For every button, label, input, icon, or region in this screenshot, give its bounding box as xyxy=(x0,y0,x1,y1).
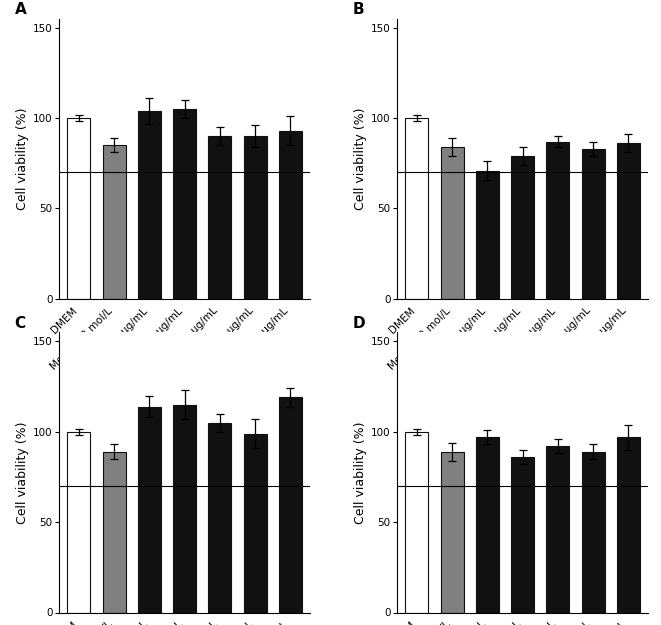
Bar xyxy=(244,434,266,612)
Bar xyxy=(582,452,605,612)
Bar xyxy=(138,406,161,612)
Bar xyxy=(441,147,463,299)
Bar xyxy=(511,457,534,612)
Bar xyxy=(476,171,499,299)
Bar xyxy=(102,145,126,299)
Text: C: C xyxy=(15,316,26,331)
Bar xyxy=(617,438,640,612)
Bar xyxy=(208,422,231,612)
Bar xyxy=(208,136,231,299)
Bar xyxy=(138,111,161,299)
Y-axis label: Cell viability (%): Cell viability (%) xyxy=(16,107,28,210)
Text: B: B xyxy=(352,2,364,17)
Bar xyxy=(405,118,428,299)
Bar xyxy=(173,109,196,299)
Text: A: A xyxy=(15,2,26,17)
Bar xyxy=(405,432,428,612)
Bar xyxy=(67,118,91,299)
Bar xyxy=(102,452,126,612)
Bar xyxy=(244,136,266,299)
Bar xyxy=(173,405,196,612)
Text: D: D xyxy=(352,316,365,331)
Bar xyxy=(279,398,302,612)
Bar xyxy=(617,143,640,299)
Bar xyxy=(547,142,569,299)
Y-axis label: Cell viability (%): Cell viability (%) xyxy=(354,421,367,524)
Bar xyxy=(511,156,534,299)
Bar xyxy=(67,432,91,612)
Bar xyxy=(441,452,463,612)
Bar xyxy=(279,131,302,299)
Bar xyxy=(582,149,605,299)
Y-axis label: Cell viability (%): Cell viability (%) xyxy=(354,107,367,210)
Bar xyxy=(547,446,569,612)
Bar xyxy=(476,438,499,612)
Y-axis label: Cell viability (%): Cell viability (%) xyxy=(16,421,28,524)
